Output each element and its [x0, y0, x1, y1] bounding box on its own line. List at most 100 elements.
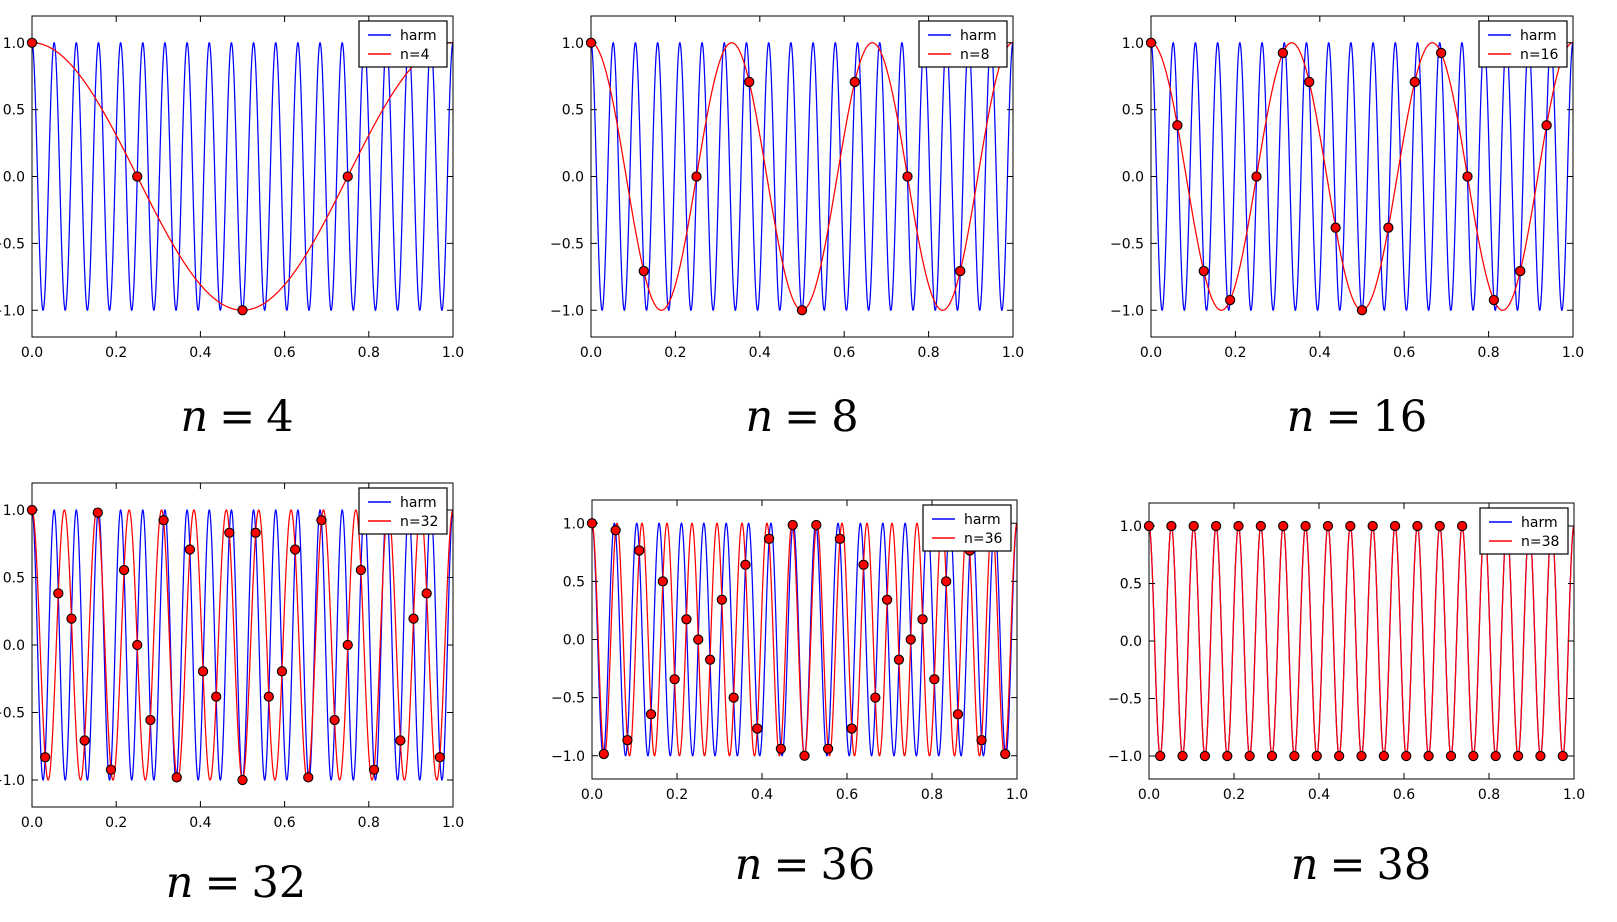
sample-point — [955, 265, 966, 277]
legend-label: harm — [960, 28, 997, 44]
plot-background — [32, 483, 453, 807]
plot-background — [32, 16, 453, 337]
sample-point — [250, 527, 261, 538]
sample-markers — [586, 518, 1011, 761]
legend-box — [922, 504, 1012, 552]
caption-variable: n — [1290, 840, 1319, 890]
y-tick-label: 0.5 — [563, 574, 585, 590]
sample-point — [693, 634, 704, 645]
sample-point — [1244, 750, 1255, 762]
y-tick-label: −0.5 — [0, 236, 25, 252]
sample-point — [645, 709, 657, 720]
sample-point — [1412, 520, 1423, 532]
caption-value: 8 — [831, 392, 859, 442]
sample-point — [858, 559, 869, 570]
x-tick-label: 0.6 — [836, 787, 858, 803]
legend-label: harm — [400, 495, 437, 511]
sample-point — [1278, 520, 1289, 532]
sample-point — [1289, 750, 1300, 762]
x-tick-label: 0.4 — [1309, 345, 1331, 361]
plot-canvas-n-38: 0.0 0.2 0.4 0.6 0.8 1.0 1.0 0.5 0.0 −0.5 −1.0 harm n… — [1109, 502, 1585, 803]
sample-point — [941, 576, 952, 587]
subplot-n-38: 0.0 0.2 0.4 0.6 0.8 1.0 1.0 0.5 0.0 −0.5 −1.0 harm n… — [1109, 487, 1602, 823]
caption-equals: = — [784, 392, 821, 442]
sample-point — [237, 305, 248, 316]
caption-value: 32 — [251, 858, 307, 908]
x-tick-label: 0.4 — [1308, 787, 1330, 803]
caption-equals: = — [1325, 392, 1362, 442]
x-tick-label: 0.2 — [664, 345, 686, 361]
x-tick-label: 0.8 — [358, 815, 380, 831]
sample-point — [1356, 305, 1368, 316]
x-tick-label: 0.6 — [833, 345, 855, 361]
legend-box — [1478, 20, 1568, 68]
sample-point — [105, 764, 117, 775]
x-tick-label: 0.8 — [1477, 345, 1499, 361]
sample-point — [1409, 76, 1420, 88]
x-tick-label: 0.0 — [581, 787, 603, 803]
x-tick-label: 0.2 — [666, 787, 688, 803]
legend-label: harm — [964, 512, 1001, 528]
sample-point — [1177, 750, 1188, 762]
caption-value: 16 — [1372, 392, 1428, 442]
axis-ticks — [590, 16, 1014, 337]
y-tick-label: −0.5 — [552, 691, 585, 707]
sample-point — [598, 748, 609, 760]
x-tick-label: 0.8 — [921, 787, 943, 803]
sample-point — [1277, 47, 1289, 59]
x-tick-label: 0.6 — [1393, 787, 1415, 803]
sample-point — [1188, 520, 1199, 532]
sample-point — [799, 750, 810, 761]
x-tick-label: 0.2 — [105, 345, 127, 361]
sample-point — [1304, 76, 1315, 88]
sample-point — [976, 735, 987, 746]
sample-point — [822, 743, 834, 754]
sample-point — [1251, 171, 1262, 182]
legend-label: n=38 — [1521, 534, 1559, 550]
sample-point — [902, 171, 913, 182]
x-tick-label: 0.6 — [273, 815, 295, 831]
sample-point — [118, 564, 130, 576]
sample-point — [775, 743, 787, 754]
sample-point — [1457, 520, 1468, 532]
x-tick-label: 0.4 — [189, 345, 211, 361]
sample-point — [342, 639, 353, 651]
legend: harm n=36 — [922, 504, 1012, 552]
sample-point — [1541, 120, 1552, 131]
sample-point — [834, 533, 846, 544]
sample-point — [1145, 37, 1157, 48]
sample-point — [1389, 520, 1401, 532]
sample-point — [634, 545, 645, 556]
subplot-n-36: 0.0 0.2 0.4 0.6 0.8 1.0 1.0 0.5 0.0 −0.5 −1.0 harm n… — [552, 484, 1045, 823]
x-tick-label: 0.4 — [749, 345, 771, 361]
sample-point — [1199, 750, 1211, 762]
sample-point — [586, 518, 598, 529]
axis-ticks — [31, 483, 454, 807]
y-tick-label: 0.0 — [562, 170, 584, 186]
sample-point — [342, 171, 353, 182]
sample-point — [728, 692, 739, 703]
sample-point — [657, 576, 668, 587]
y-tick-label: −0.5 — [0, 706, 25, 722]
y-tick-label: 0.0 — [3, 638, 25, 654]
sample-point — [434, 752, 445, 763]
sample-point — [1210, 520, 1222, 532]
y-tick-label: −1.0 — [551, 303, 584, 319]
sample-point — [1468, 750, 1479, 762]
x-tick-label: 0.6 — [273, 345, 295, 361]
sample-point — [1490, 750, 1501, 762]
sample-point — [846, 723, 857, 734]
sample-point — [952, 709, 964, 720]
sample-point — [224, 527, 235, 538]
sample-point — [870, 692, 881, 703]
caption-variable: n — [165, 858, 194, 908]
x-tick-label: 1.0 — [442, 815, 464, 831]
caption-value: 38 — [1376, 840, 1432, 890]
sample-point — [622, 735, 633, 746]
sample-point — [26, 37, 38, 48]
y-tick-label: 0.5 — [1120, 577, 1142, 593]
sample-point — [744, 76, 755, 88]
y-tick-label: 0.0 — [1122, 170, 1144, 186]
x-tick-label: 0.0 — [580, 345, 602, 361]
sample-point — [1423, 750, 1434, 762]
